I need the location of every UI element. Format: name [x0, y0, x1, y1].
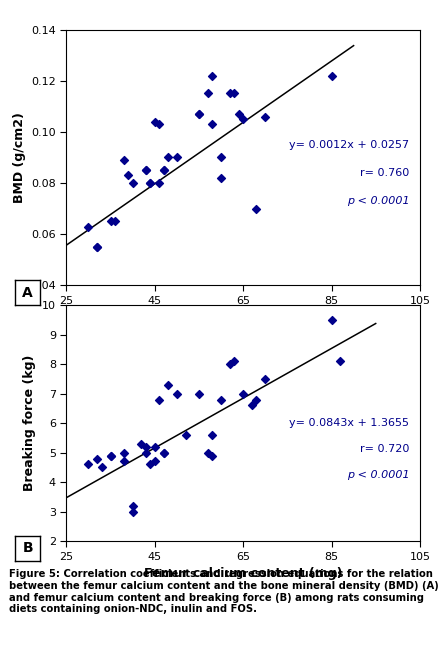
Text: r= 0.720: r= 0.720 [360, 444, 409, 454]
Point [125, 170, 132, 180]
Point [253, 203, 260, 214]
Point [226, 359, 233, 369]
Point [147, 459, 154, 470]
Point [337, 356, 344, 366]
Point [231, 356, 238, 366]
Point [253, 394, 260, 405]
Point [262, 112, 269, 122]
Point [156, 119, 163, 129]
Point [151, 457, 158, 467]
Point [94, 453, 101, 464]
Text: p < 0.0001: p < 0.0001 [347, 470, 409, 480]
Point [120, 457, 127, 467]
Text: y= 0.0012x + 0.0257: y= 0.0012x + 0.0257 [289, 140, 409, 150]
Point [195, 109, 202, 119]
Point [107, 450, 114, 461]
Point [156, 178, 163, 188]
Point [204, 88, 211, 98]
Point [209, 430, 216, 440]
Point [142, 441, 149, 452]
Text: r= 0.760: r= 0.760 [360, 168, 409, 178]
Point [129, 506, 136, 517]
Point [328, 70, 335, 81]
Point [248, 400, 255, 411]
Point [173, 388, 180, 399]
Point [164, 152, 171, 163]
Point [129, 501, 136, 511]
Point [182, 430, 189, 440]
Point [138, 439, 145, 449]
Point [164, 379, 171, 390]
Point [129, 178, 136, 188]
Point [147, 178, 154, 188]
Point [111, 216, 118, 226]
Point [235, 109, 242, 119]
Point [226, 88, 233, 98]
Point [142, 447, 149, 458]
Point [231, 88, 238, 98]
Point [98, 462, 105, 472]
Point [85, 459, 92, 470]
Point [120, 447, 127, 458]
Text: Figure 5: Correlation coefficients and regression equations for the relation bet: Figure 5: Correlation coefficients and r… [9, 569, 438, 614]
Y-axis label: Breaking force (kg): Breaking force (kg) [23, 355, 36, 491]
Point [151, 441, 158, 452]
Y-axis label: BMD (g/cm2): BMD (g/cm2) [12, 112, 26, 203]
Point [94, 242, 101, 253]
Point [204, 447, 211, 458]
Point [173, 152, 180, 163]
Point [107, 216, 114, 226]
Point [142, 165, 149, 175]
Point [85, 221, 92, 232]
Text: A: A [22, 285, 33, 300]
Point [195, 109, 202, 119]
Point [142, 165, 149, 175]
Point [262, 374, 269, 384]
Point [217, 394, 225, 405]
Text: p < 0.0001: p < 0.0001 [347, 196, 409, 206]
Point [120, 155, 127, 165]
Point [195, 388, 202, 399]
Point [217, 173, 225, 183]
Point [209, 119, 216, 129]
Point [94, 242, 101, 253]
Point [156, 394, 163, 405]
Point [160, 165, 167, 175]
Point [147, 178, 154, 188]
Point [217, 152, 225, 163]
Point [160, 165, 167, 175]
Point [240, 113, 247, 124]
X-axis label: Femur calcium content (mg): Femur calcium content (mg) [144, 312, 343, 324]
Point [160, 447, 167, 458]
Point [107, 450, 114, 461]
X-axis label: Femur calcium content (mg): Femur calcium content (mg) [144, 567, 343, 580]
Text: y= 0.0843x + 1.3655: y= 0.0843x + 1.3655 [290, 418, 409, 428]
Text: B: B [22, 541, 33, 556]
Point [240, 388, 247, 399]
Point [160, 447, 167, 458]
Point [328, 315, 335, 325]
Point [151, 116, 158, 127]
Point [209, 70, 216, 81]
Point [209, 450, 216, 461]
